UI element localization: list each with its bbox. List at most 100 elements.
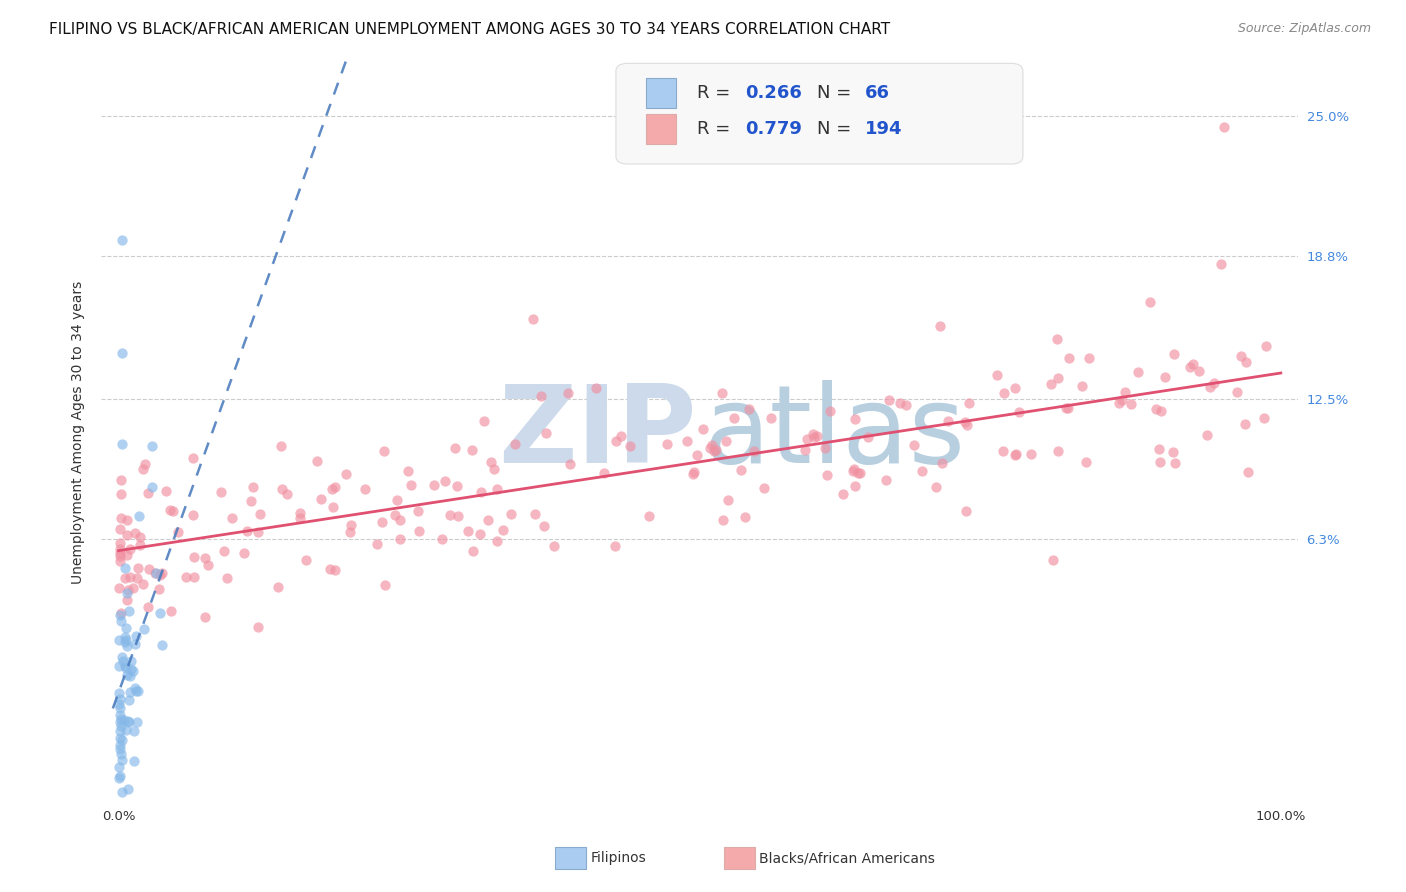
Point <box>125 571 148 585</box>
Point <box>371 516 394 530</box>
Point <box>1234 355 1257 369</box>
Point <box>183 550 205 565</box>
Point <box>485 482 508 496</box>
Point <box>354 483 377 497</box>
Point <box>605 434 627 449</box>
Point <box>846 466 869 480</box>
Point <box>1199 379 1222 393</box>
Point <box>1182 357 1205 371</box>
Point <box>122 581 145 595</box>
Point <box>530 388 553 402</box>
Point <box>114 630 136 644</box>
Point <box>734 510 756 524</box>
Point <box>141 480 163 494</box>
Point <box>108 769 131 783</box>
Point <box>522 312 544 326</box>
Point <box>121 664 143 678</box>
Point <box>132 577 155 591</box>
Point <box>924 480 946 494</box>
Point <box>910 464 932 478</box>
Point <box>118 668 141 682</box>
Point <box>110 487 132 501</box>
Point <box>111 785 134 799</box>
Point <box>117 582 139 597</box>
Point <box>461 443 484 458</box>
Point <box>457 524 479 539</box>
Point <box>335 467 357 482</box>
Point <box>120 569 142 583</box>
Point <box>181 508 204 522</box>
Point <box>1039 377 1062 392</box>
Point <box>339 525 361 540</box>
Point <box>129 537 152 551</box>
Point <box>110 437 132 451</box>
Point <box>108 738 131 752</box>
Point <box>125 684 148 698</box>
Point <box>803 429 825 443</box>
Point <box>468 527 491 541</box>
Point <box>132 622 155 636</box>
Point <box>439 508 461 523</box>
Point <box>1211 258 1233 272</box>
Point <box>492 523 515 537</box>
Point <box>366 537 388 551</box>
Point <box>127 714 149 729</box>
Point <box>832 487 855 501</box>
Point <box>844 412 866 426</box>
Point <box>112 713 135 727</box>
Point <box>111 649 134 664</box>
Point <box>128 508 150 523</box>
Point <box>124 637 146 651</box>
Point <box>212 543 235 558</box>
Point <box>233 546 256 560</box>
Point <box>1121 397 1143 411</box>
Point <box>1253 411 1275 425</box>
Point <box>957 395 980 409</box>
Point <box>806 429 828 443</box>
Point <box>111 733 134 747</box>
Point <box>108 554 131 568</box>
Point <box>117 640 139 654</box>
Point <box>108 633 131 648</box>
Point <box>110 708 132 723</box>
Point <box>118 693 141 707</box>
Point <box>1164 456 1187 470</box>
Point <box>683 465 706 479</box>
Point <box>1178 359 1201 374</box>
Point <box>1008 404 1031 418</box>
Point <box>1237 465 1260 479</box>
Point <box>1163 347 1185 361</box>
Point <box>1149 454 1171 468</box>
Point <box>1147 442 1170 456</box>
Point <box>114 561 136 575</box>
Point <box>112 822 135 836</box>
Point <box>118 714 141 729</box>
Point <box>461 544 484 558</box>
Point <box>150 566 173 580</box>
Point <box>560 457 582 471</box>
Text: 0.779: 0.779 <box>745 120 801 138</box>
Point <box>110 742 132 756</box>
Point <box>108 546 131 560</box>
Point <box>194 609 217 624</box>
Point <box>118 604 141 618</box>
Point <box>110 607 132 621</box>
Point <box>108 542 131 557</box>
Point <box>1150 404 1173 418</box>
Point <box>270 439 292 453</box>
Point <box>396 464 419 478</box>
Point <box>1005 447 1028 461</box>
Text: N =: N = <box>817 120 858 138</box>
Text: N =: N = <box>817 84 858 103</box>
Point <box>986 368 1008 383</box>
Point <box>472 414 495 428</box>
Point <box>159 503 181 517</box>
Point <box>235 524 257 539</box>
Point <box>929 319 952 334</box>
Point <box>114 571 136 585</box>
Point <box>1212 120 1234 135</box>
Point <box>215 571 238 585</box>
Point <box>1114 384 1136 399</box>
Point <box>162 504 184 518</box>
Y-axis label: Unemployment Among Ages 30 to 34 years: Unemployment Among Ages 30 to 34 years <box>72 281 86 584</box>
